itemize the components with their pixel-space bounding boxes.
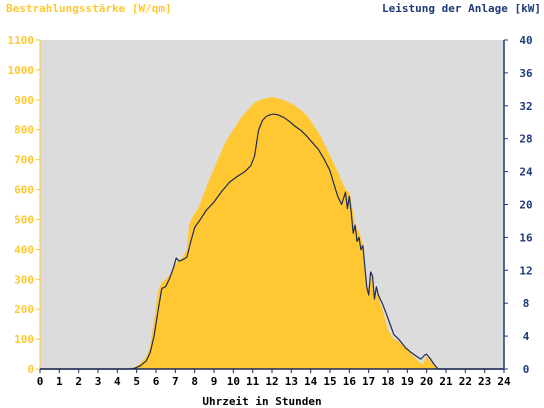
left-tick-label: 100 bbox=[14, 333, 34, 346]
left-tick-label: 1100 bbox=[8, 34, 35, 47]
x-tick-label: 20 bbox=[420, 375, 433, 388]
left-tick-label: 200 bbox=[14, 303, 34, 316]
right-tick-label: 12 bbox=[519, 264, 532, 277]
x-tick-label: 19 bbox=[401, 375, 414, 388]
left-tick-label: 400 bbox=[14, 243, 34, 256]
x-tick-label: 23 bbox=[478, 375, 491, 388]
x-tick-label: 6 bbox=[153, 375, 160, 388]
x-axis-title: Uhrzeit in Stunden bbox=[202, 395, 321, 408]
power-line-layer bbox=[40, 113, 504, 370]
x-tick-label: 7 bbox=[172, 375, 179, 388]
left-tick-label: 300 bbox=[14, 273, 34, 286]
x-tick-label: 13 bbox=[285, 375, 298, 388]
right-tick-label: 36 bbox=[519, 67, 533, 80]
x-tick-label: 12 bbox=[265, 375, 278, 388]
x-tick-label: 17 bbox=[362, 375, 375, 388]
x-tick-label: 21 bbox=[439, 375, 453, 388]
tick-labels-layer: 0100200300400500600700800900100011000481… bbox=[8, 34, 533, 388]
x-tick-label: 18 bbox=[381, 375, 394, 388]
x-tick-label: 22 bbox=[459, 375, 472, 388]
right-tick-label: 16 bbox=[519, 231, 533, 244]
axes-layer bbox=[36, 39, 508, 373]
x-tick-label: 16 bbox=[343, 375, 357, 388]
x-tick-label: 10 bbox=[227, 375, 240, 388]
x-tick-label: 0 bbox=[37, 375, 44, 388]
x-tick-label: 2 bbox=[75, 375, 82, 388]
right-axis-title: Leistung der Anlage [kW] bbox=[382, 2, 541, 15]
left-tick-label: 0 bbox=[27, 363, 34, 376]
x-tick-label: 15 bbox=[323, 375, 336, 388]
left-tick-label: 1000 bbox=[8, 64, 35, 77]
x-tick-label: 24 bbox=[497, 375, 511, 388]
left-tick-label: 800 bbox=[14, 124, 34, 137]
x-tick-label: 4 bbox=[114, 375, 121, 388]
x-tick-label: 14 bbox=[304, 375, 318, 388]
x-tick-label: 11 bbox=[246, 375, 260, 388]
right-tick-label: 0 bbox=[523, 363, 530, 376]
irradiance-area bbox=[40, 96, 504, 369]
right-tick-label: 20 bbox=[519, 199, 532, 212]
left-tick-label: 900 bbox=[14, 94, 34, 107]
x-tick-label: 8 bbox=[191, 375, 198, 388]
right-tick-label: 8 bbox=[523, 297, 530, 310]
right-tick-label: 32 bbox=[519, 100, 532, 113]
x-tick-label: 1 bbox=[56, 375, 63, 388]
right-tick-label: 4 bbox=[523, 330, 530, 343]
right-tick-label: 28 bbox=[519, 133, 532, 146]
x-tick-label: 3 bbox=[95, 375, 102, 388]
left-axis-title: Bestrahlungsstärke [W/qm] bbox=[6, 2, 172, 15]
x-tick-label: 9 bbox=[211, 375, 218, 388]
x-tick-label: 5 bbox=[133, 375, 140, 388]
left-tick-label: 700 bbox=[14, 154, 34, 167]
power-line bbox=[40, 113, 504, 370]
left-tick-label: 500 bbox=[14, 213, 34, 226]
left-tick-label: 600 bbox=[14, 184, 34, 197]
irradiance-area-layer bbox=[40, 96, 504, 369]
right-tick-label: 40 bbox=[519, 34, 532, 47]
right-tick-label: 24 bbox=[519, 166, 533, 179]
